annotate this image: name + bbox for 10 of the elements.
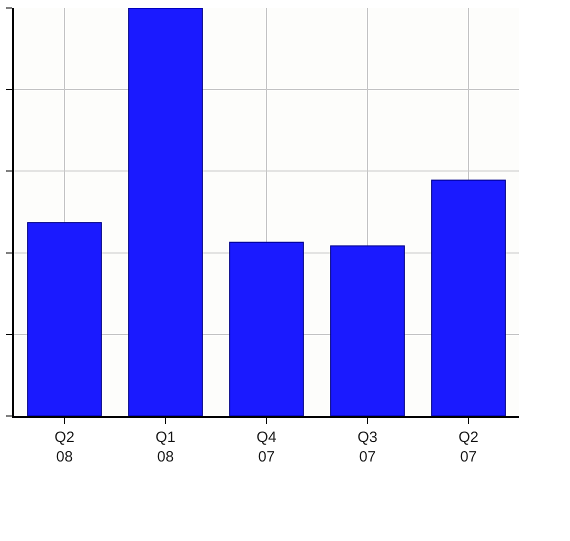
x-tick-label: Q2 08 (54, 429, 75, 466)
x-tick-label: Q1 08 (155, 429, 176, 466)
x-tick-label: Q4 07 (256, 429, 277, 466)
bar (330, 245, 405, 416)
bar (431, 180, 506, 416)
bar (27, 222, 102, 416)
x-tick-label: Q3 07 (357, 429, 378, 466)
bar (229, 242, 304, 416)
x-tick-label: Q2 07 (458, 429, 479, 466)
bar (128, 8, 203, 416)
